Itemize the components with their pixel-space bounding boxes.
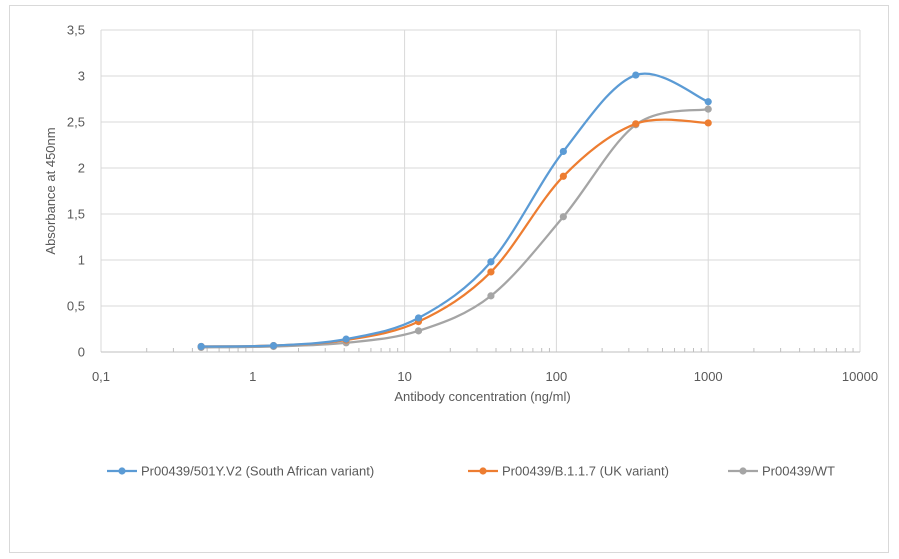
data-point — [414, 327, 423, 335]
series-line — [201, 118, 709, 348]
data-point — [342, 335, 350, 343]
data-point — [487, 268, 495, 276]
legend: Pr00439/501Y.V2 (South African variant) P… — [107, 464, 835, 479]
x-tick-label: 10000 — [842, 369, 878, 384]
legend-label: Pr00439/WT — [762, 464, 835, 479]
x-tick-label: 1000 — [694, 369, 723, 384]
data-point — [632, 120, 640, 128]
y-tick-label: 0 — [78, 345, 85, 360]
data-point — [487, 258, 495, 266]
x-axis-title: Antibody concentration (ng/ml) — [394, 389, 570, 404]
series-line — [201, 72, 709, 348]
gridlines — [100, 29, 861, 352]
y-tick-label: 0,5 — [67, 299, 85, 314]
data-point — [704, 105, 712, 113]
legend-marker — [479, 467, 487, 475]
series-layer — [197, 71, 712, 351]
y-tick-label: 1,5 — [67, 207, 85, 222]
y-axis-title: Absorbance at 450nm — [43, 127, 58, 254]
data-point — [269, 341, 278, 350]
y-tick-label: 2 — [78, 161, 85, 176]
x-tick-label: 10 — [397, 369, 411, 384]
data-point — [414, 314, 423, 322]
y-tick-label: 3,5 — [67, 23, 85, 38]
y-tick-label: 2,5 — [67, 115, 85, 130]
legend-marker — [739, 467, 747, 475]
axes: 0 0,5 1 1,5 2 2,5 3 3,5 0,1 1 10 100 1000 10000 — [67, 23, 878, 385]
legend-marker — [118, 467, 126, 475]
y-tick-label: 1 — [78, 253, 85, 268]
data-point — [487, 292, 495, 300]
data-point — [197, 342, 205, 351]
x-tick-label: 1 — [249, 369, 256, 384]
legend-label: Pr00439/501Y.V2 (South African variant) — [141, 464, 374, 479]
chart-frame — [9, 5, 889, 553]
data-point — [559, 213, 567, 221]
series-line — [201, 108, 709, 349]
data-point — [559, 172, 567, 180]
legend-label: Pr00439/B.1.1.7 (UK variant) — [502, 464, 669, 479]
data-point — [632, 71, 640, 79]
data-point — [704, 119, 712, 127]
data-point — [559, 147, 567, 156]
data-point — [704, 98, 712, 106]
x-tick-label: 0,1 — [92, 369, 110, 384]
y-tick-label: 3 — [78, 69, 85, 84]
x-tick-label: 100 — [546, 369, 568, 384]
